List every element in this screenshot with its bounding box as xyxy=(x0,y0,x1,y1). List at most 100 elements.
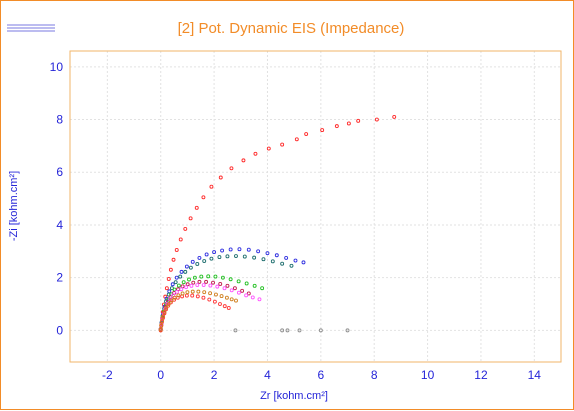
grid-lines xyxy=(70,51,561,362)
data-point xyxy=(171,257,176,262)
data-point xyxy=(225,283,230,288)
data-point xyxy=(274,253,279,258)
y-tick-label: 6 xyxy=(56,165,63,179)
data-point xyxy=(195,283,200,287)
data-point xyxy=(159,323,164,328)
data-point xyxy=(190,293,195,298)
data-point xyxy=(392,114,397,119)
x-tick-label: 14 xyxy=(528,368,542,382)
data-point xyxy=(188,216,193,221)
data-point xyxy=(222,286,227,291)
series-4 xyxy=(158,279,251,332)
series-0 xyxy=(158,114,397,333)
y-tick-label: 8 xyxy=(56,113,63,127)
data-point xyxy=(215,284,220,289)
data-point xyxy=(225,254,230,259)
data-point xyxy=(301,260,306,265)
data-point xyxy=(213,274,218,279)
legend-lines-icon[interactable] xyxy=(7,24,55,32)
data-point xyxy=(214,292,218,297)
data-point xyxy=(174,248,179,252)
data-point xyxy=(236,290,241,295)
data-point xyxy=(208,291,213,296)
data-point xyxy=(187,277,191,282)
data-point xyxy=(228,247,233,252)
data-point xyxy=(212,250,217,255)
data-point xyxy=(164,307,169,312)
data-point xyxy=(207,297,212,302)
data-point xyxy=(209,184,214,189)
series-2 xyxy=(158,254,294,332)
data-point xyxy=(256,249,261,254)
data-point xyxy=(229,297,234,302)
data-point xyxy=(183,226,188,231)
data-point xyxy=(228,277,233,282)
data-point xyxy=(266,146,271,151)
data-point xyxy=(257,297,262,302)
data-point xyxy=(170,282,175,287)
data-point xyxy=(236,279,241,284)
data-point xyxy=(222,304,227,309)
data-point xyxy=(202,259,207,264)
data-point xyxy=(195,294,200,299)
data-point xyxy=(201,195,206,200)
data-point xyxy=(169,298,174,303)
data-point xyxy=(176,283,181,288)
data-point xyxy=(246,247,251,252)
data-point xyxy=(244,281,249,286)
data-point xyxy=(184,285,189,290)
data-point xyxy=(224,295,229,300)
data-point xyxy=(204,279,209,284)
data-point xyxy=(172,287,177,292)
data-point xyxy=(175,289,179,294)
data-point xyxy=(197,255,202,260)
data-point xyxy=(190,289,195,294)
data-point xyxy=(289,263,294,268)
y-axis-ticks: 0 2 4 6 8 10 xyxy=(50,60,64,338)
x-tick-label: 2 xyxy=(211,368,218,382)
x-tick-label: 12 xyxy=(474,368,488,382)
data-point xyxy=(166,292,171,297)
data-point xyxy=(191,280,196,285)
data-point xyxy=(176,293,181,298)
x-tick-label: 0 xyxy=(157,368,164,382)
data-point xyxy=(234,298,238,303)
data-point xyxy=(166,302,171,306)
data-point xyxy=(217,255,222,260)
data-point xyxy=(218,282,223,286)
plot-area[interactable] xyxy=(69,50,562,363)
data-point xyxy=(206,274,211,279)
x-axis-ticks: -2 0 2 4 6 8 10 12 14 xyxy=(102,368,541,382)
data-point xyxy=(158,327,163,332)
data-point xyxy=(185,282,190,287)
y-axis-label: -Zi [kohm.cm²] xyxy=(8,171,20,241)
y-tick-label: 10 xyxy=(50,60,64,74)
x-tick-label: 10 xyxy=(421,368,435,382)
data-point xyxy=(285,328,290,333)
data-point xyxy=(162,311,167,316)
data-point xyxy=(211,280,215,285)
data-point xyxy=(293,258,298,263)
data-point xyxy=(172,295,177,300)
x-tick-label: 6 xyxy=(317,368,324,382)
data-point xyxy=(201,295,206,300)
data-point xyxy=(226,306,231,310)
data-point xyxy=(260,286,265,291)
data-point xyxy=(250,295,255,300)
data-point xyxy=(179,287,184,292)
x-tick-label: 8 xyxy=(371,368,378,382)
data-point xyxy=(209,256,214,261)
data-point xyxy=(161,302,166,307)
data-point xyxy=(164,286,169,291)
data-point xyxy=(252,283,257,288)
data-point xyxy=(346,121,351,126)
data-point xyxy=(180,291,185,296)
data-point xyxy=(199,274,204,279)
data-point xyxy=(190,259,195,264)
data-point xyxy=(294,137,299,142)
data-point xyxy=(237,247,242,252)
data-point xyxy=(219,294,224,299)
data-point xyxy=(334,124,339,129)
